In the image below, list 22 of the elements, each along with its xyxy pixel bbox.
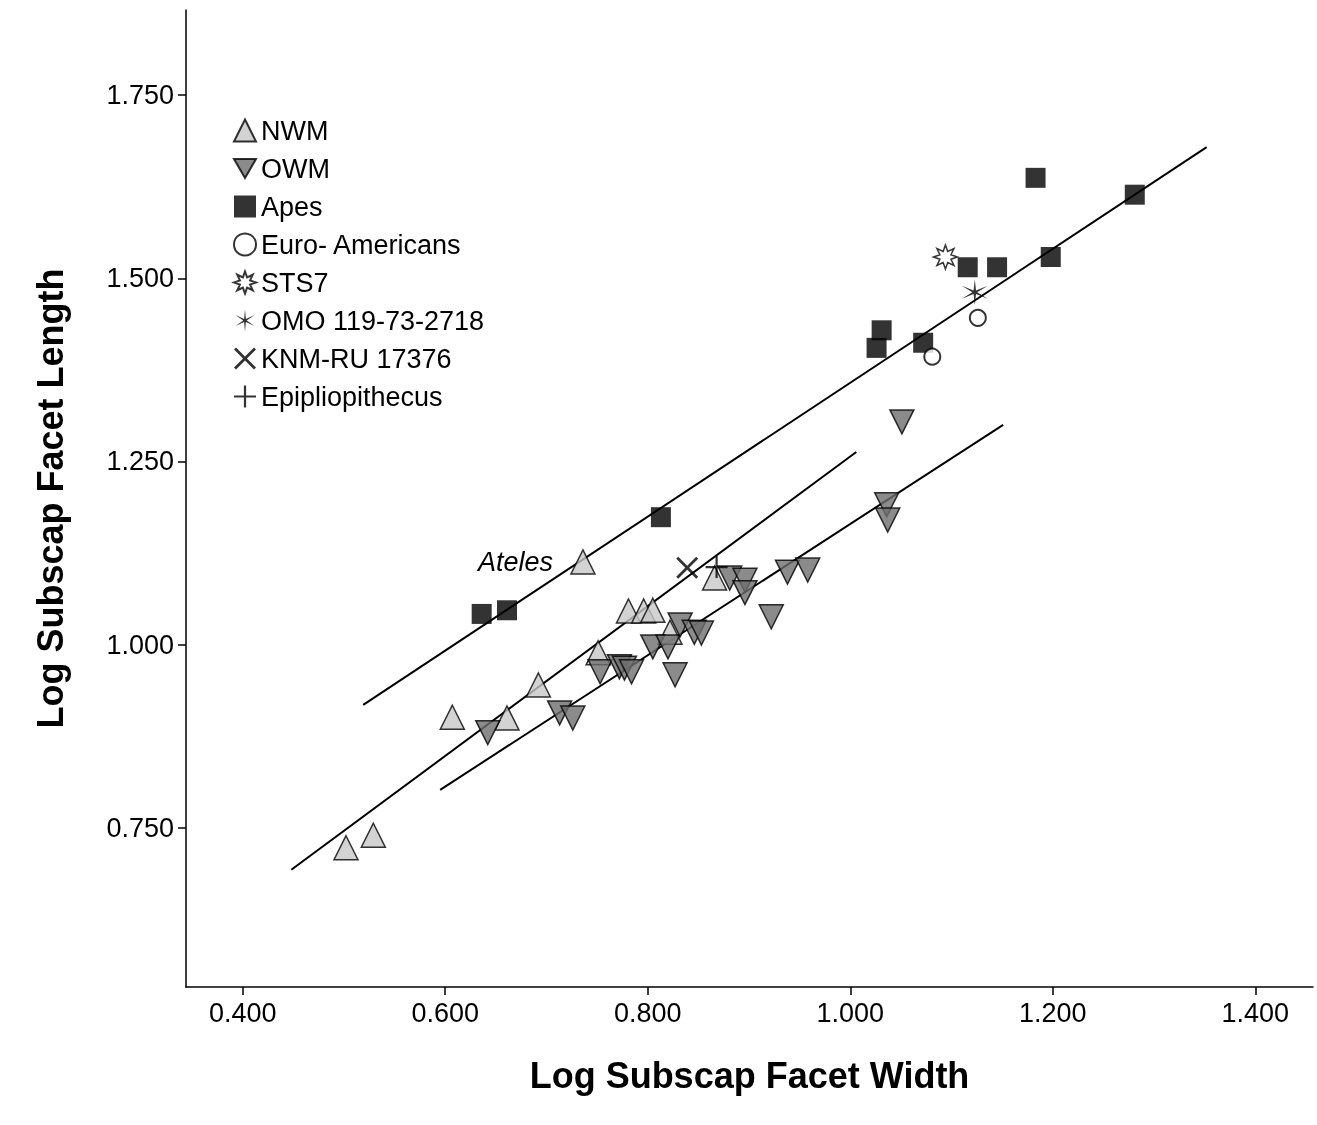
y-axis-title: Log Subscap Facet Length bbox=[29, 268, 71, 729]
annotation: Ateles bbox=[475, 546, 553, 577]
y-tick-label: 1.250 bbox=[106, 446, 174, 477]
legend-label: Apes bbox=[261, 191, 323, 222]
legend-label: STS7 bbox=[261, 267, 329, 298]
x-axis-title: Log Subscap Facet Width bbox=[529, 1054, 970, 1096]
y-tick-label: 1.500 bbox=[106, 263, 174, 294]
x-tick-label: 1.400 bbox=[1221, 997, 1290, 1028]
legend-label: Epipliopithecus bbox=[261, 381, 443, 412]
y-tick-label: 1.000 bbox=[106, 629, 174, 660]
legend-label: OMO 119-73-2718 bbox=[261, 305, 485, 336]
x-tick-label: 1.200 bbox=[1018, 997, 1087, 1028]
y-tick-label: 1.750 bbox=[106, 80, 174, 111]
x-tick-label: 0.800 bbox=[613, 997, 682, 1028]
legend-label: OWM bbox=[261, 153, 330, 184]
legend-label: NWM bbox=[261, 115, 329, 146]
y-tick-label: 0.750 bbox=[106, 812, 174, 843]
x-tick-label: 0.400 bbox=[208, 997, 277, 1028]
x-tick-label: 0.600 bbox=[411, 997, 480, 1028]
legend-label: KNM-RU 17376 bbox=[261, 343, 452, 374]
x-tick-label: 1.000 bbox=[816, 997, 885, 1028]
legend-label: Euro- Americans bbox=[261, 229, 461, 260]
